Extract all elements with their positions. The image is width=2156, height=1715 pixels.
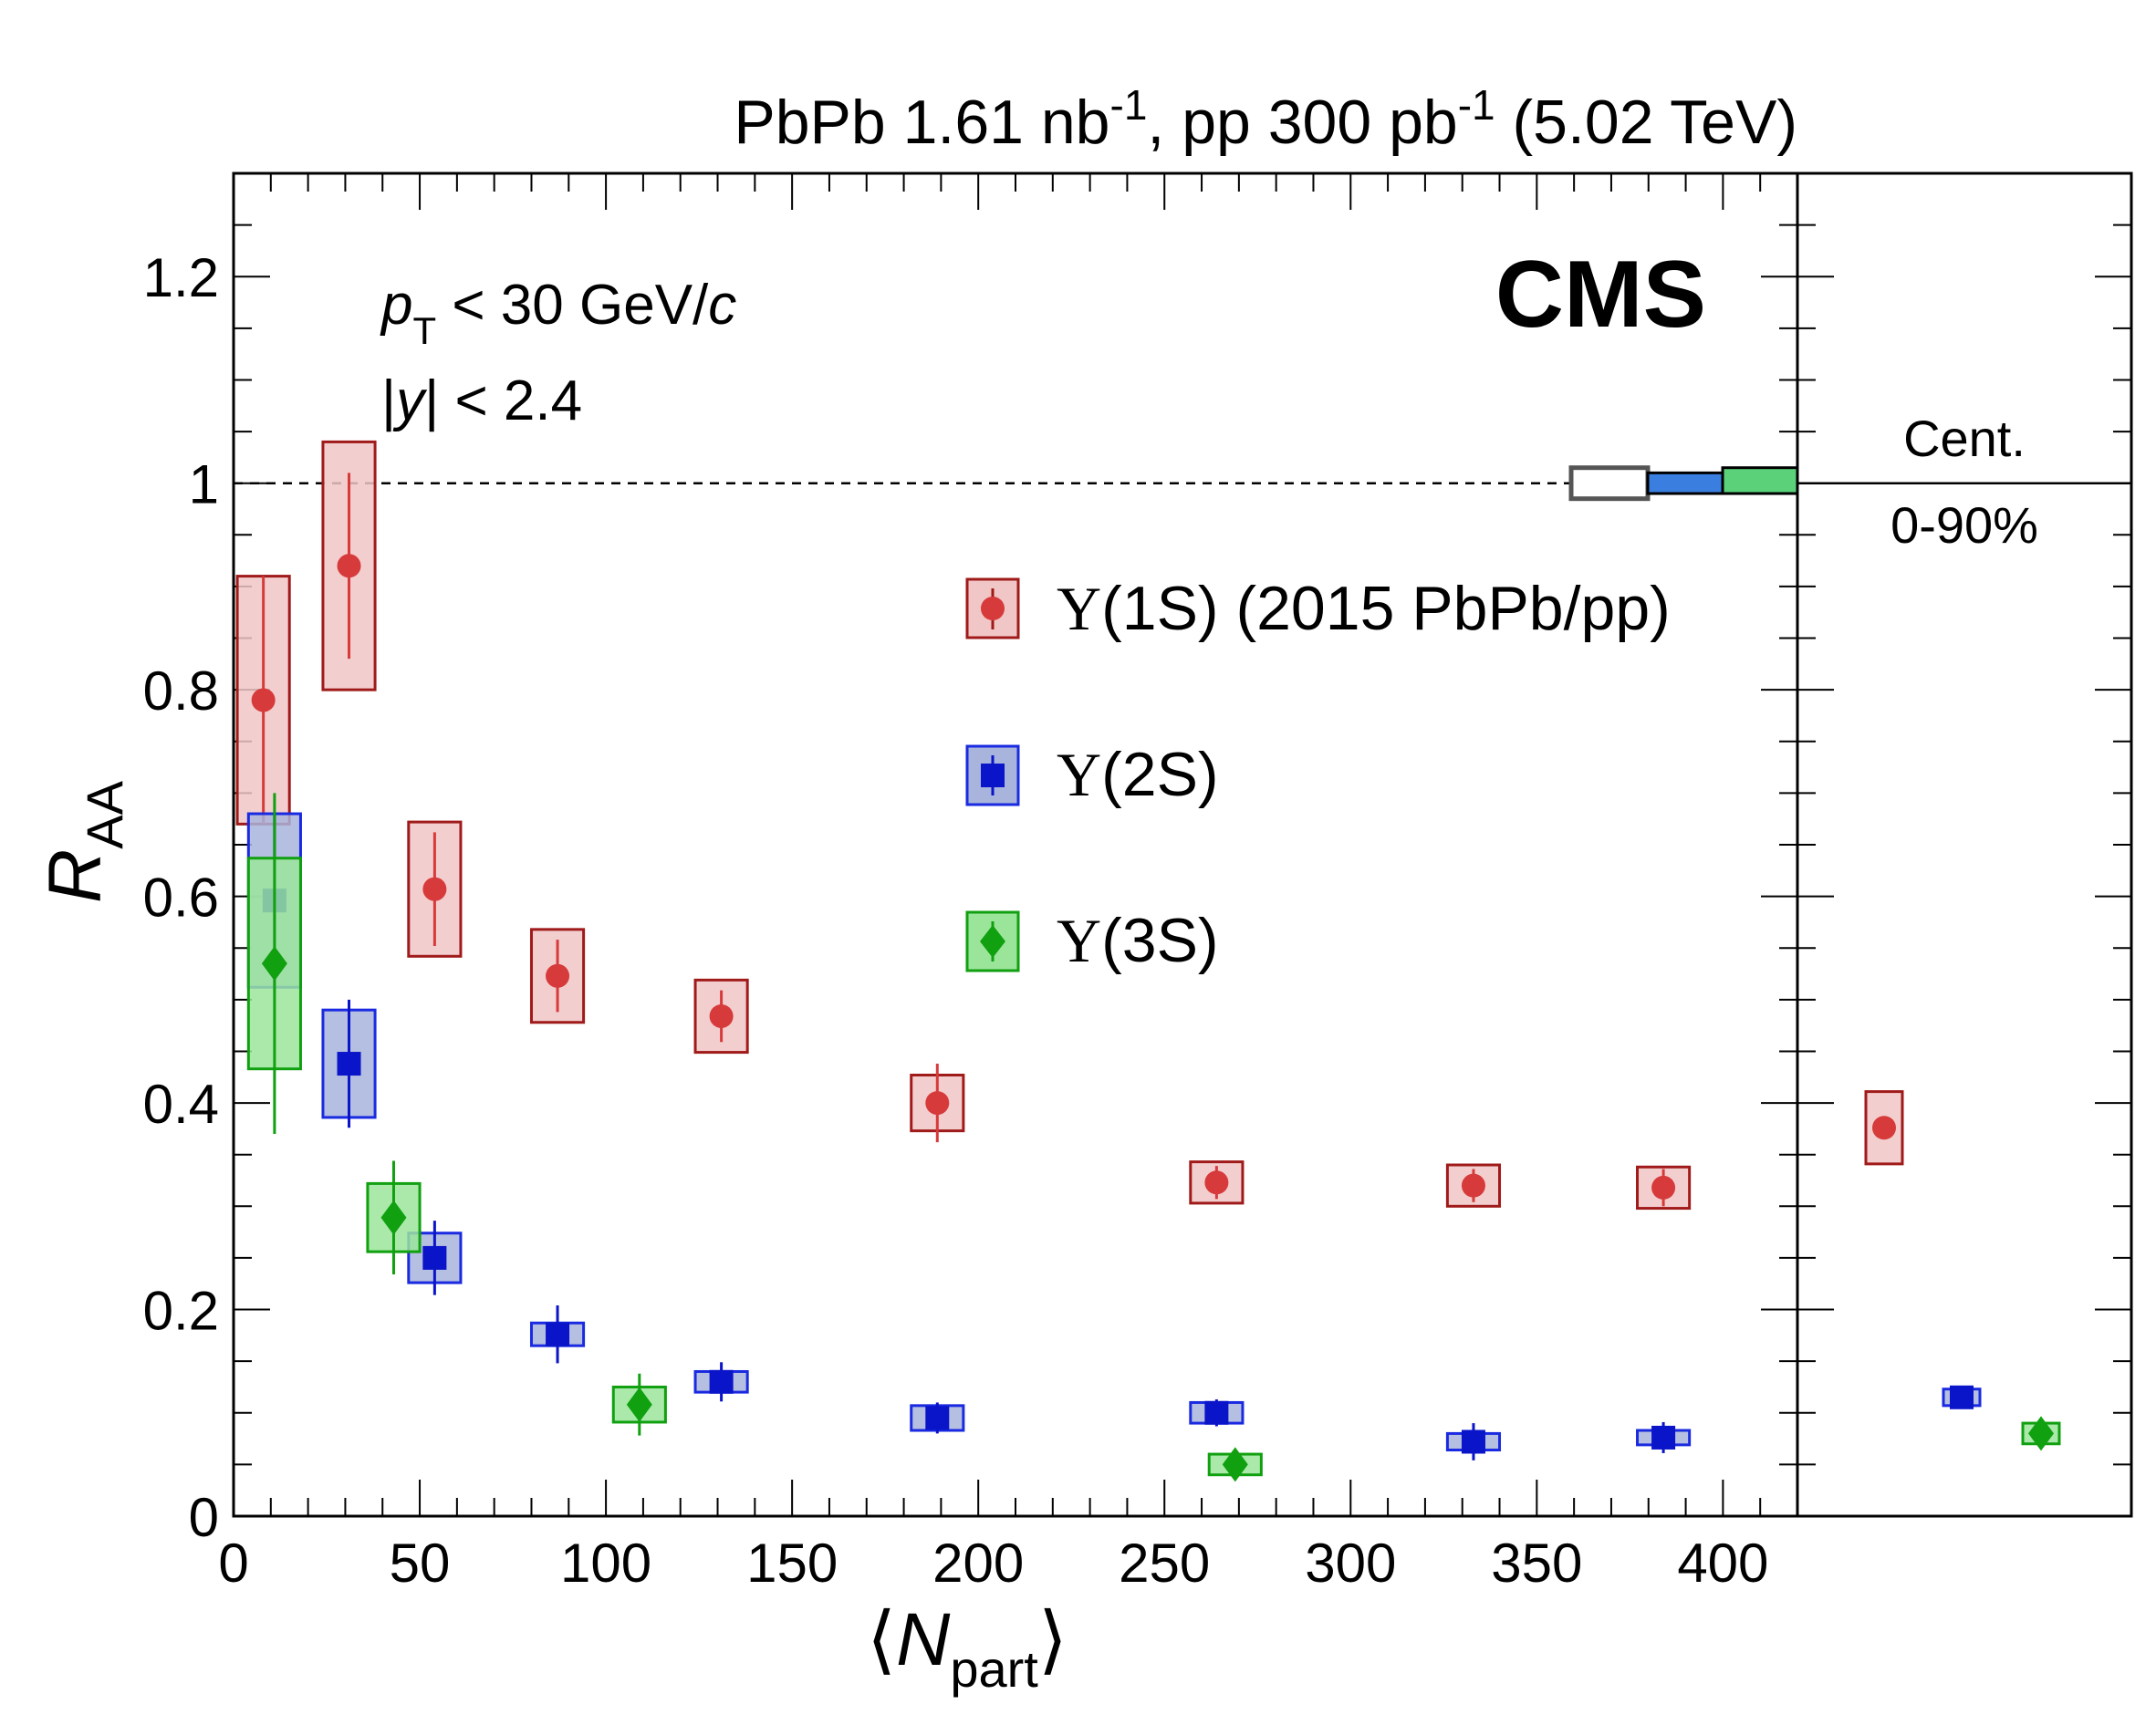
y-axis-label: RAA	[34, 780, 133, 903]
legend-2s-text: (2S)	[1101, 740, 1218, 809]
legend-entry-1s: Υ(1S) (2015 PbPb/pp)	[965, 574, 1671, 643]
x-tick-label: 100	[560, 1533, 651, 1594]
upsilon-1s-integrated-marker	[1872, 1116, 1896, 1140]
legend-3s-upsilon: Υ	[1057, 906, 1101, 975]
experiment-label: CMS	[1495, 242, 1706, 348]
pt-rest: < 30 GeV/	[436, 274, 709, 337]
title-part-a-sup: -1	[1110, 81, 1148, 129]
upsilon-1s-point-marker	[422, 877, 447, 901]
legend-1s-marker	[981, 597, 1005, 620]
upsilon-2s-integrated-marker	[1950, 1385, 1974, 1409]
upsilon-3s-point-marker	[626, 1387, 652, 1422]
upsilon-3s-point-marker	[380, 1200, 407, 1235]
upsilon-1s-point-marker	[337, 554, 361, 578]
legend-2s-upsilon: Υ	[1057, 740, 1101, 809]
x-tick-label: 150	[746, 1533, 838, 1594]
y-tick-label: 0.6	[143, 868, 219, 929]
pt-cut-label: pT < 30 GeV/c	[380, 274, 736, 352]
y-tick-label: 0.4	[143, 1074, 219, 1135]
upsilon-1s-point-marker	[546, 963, 570, 988]
legend-2s-label: Υ(2S)	[1057, 740, 1219, 809]
data-layer	[235, 440, 2061, 1482]
y-tick-label: 1	[189, 454, 219, 515]
upsilon-2s-point-marker	[422, 1245, 447, 1270]
x-tick-label: 200	[932, 1533, 1024, 1594]
legend-1s-upsilon: Υ	[1057, 574, 1101, 643]
upsilon-1s-point-marker	[251, 688, 276, 712]
x-axis-label: ⟨Npart⟩	[867, 1598, 1068, 1698]
rapidity-symbol: y	[392, 369, 428, 432]
rapidity-rest: | < 2.4	[424, 369, 582, 432]
side-plot-frame	[1796, 172, 2133, 1518]
global-uncertainty-box	[1568, 465, 1651, 502]
y-axis-label-main: R	[34, 849, 117, 903]
title-part-b: , pp 300 pb	[1147, 88, 1457, 157]
upsilon-2s-point-marker	[546, 1322, 570, 1346]
x-tick-label: 50	[390, 1533, 451, 1594]
legend-3s-marker	[980, 925, 1005, 958]
upsilon-2s-point-marker	[337, 1052, 361, 1076]
side-panel-label-range: 0-90%	[1890, 496, 2038, 554]
upsilon-1s-point-marker	[709, 1003, 734, 1028]
upsilon-2s-point-marker	[925, 1406, 950, 1430]
y-tick-label: 0.8	[143, 660, 219, 722]
side-panel-label-cent: Cent.	[1903, 410, 2026, 467]
chart-title: PbPb 1.61 nb-1, pp 300 pb-1 (5.02 TeV)	[734, 81, 1797, 157]
x-axis-label-main: N	[896, 1598, 951, 1681]
pt-c: c	[708, 274, 736, 337]
upsilon-2s-point-marker	[1651, 1425, 1676, 1450]
global-uncertainty-box	[1721, 466, 1799, 495]
upsilon-2s-point-marker	[709, 1369, 734, 1394]
upsilon-1s-point-marker	[1204, 1170, 1229, 1195]
upsilon-3s-point-marker	[261, 946, 287, 982]
y-tick-label: 1.2	[143, 247, 219, 308]
y-axis-label-sub: AA	[76, 780, 133, 848]
pt-subscript: T	[412, 309, 436, 352]
upsilon-1s-point-marker	[1461, 1173, 1485, 1198]
y-tick-label: 0.2	[143, 1281, 219, 1342]
legend-entry-2s: Υ(2S)	[965, 740, 1219, 809]
legend-1s-label: Υ(1S) (2015 PbPb/pp)	[1057, 574, 1671, 643]
legend-1s-text: (1S) (2015 PbPb/pp)	[1101, 574, 1671, 643]
rapidity-cut-label: |y| < 2.4	[381, 369, 582, 432]
upsilon-3s-integrated-marker	[2028, 1416, 2054, 1451]
x-tick-label: 0	[218, 1533, 248, 1594]
upsilon-2s-point-marker	[1461, 1429, 1485, 1454]
x-tick-label: 350	[1491, 1533, 1582, 1594]
upsilon-1s-point-marker	[925, 1091, 950, 1116]
title-part-c: (5.02 TeV)	[1495, 88, 1797, 157]
global-uncertainty-box	[1646, 471, 1724, 495]
upsilon-1s-point-marker	[1651, 1175, 1676, 1200]
axes-layer: 0 50 100 150 200 250 300 350 400 0 0.2 0.4 0.6 0.8 1 1.…	[143, 172, 2131, 1594]
legend-3s-text: (3S)	[1101, 906, 1218, 975]
legend-2s-marker	[981, 764, 1005, 787]
legend-entry-3s: Υ(3S)	[965, 906, 1219, 975]
x-axis-bracket-right: ⟩	[1038, 1598, 1068, 1681]
pt-symbol: p	[380, 274, 412, 337]
legend-3s-label: Υ(3S)	[1057, 906, 1219, 975]
y-tick-label: 0	[189, 1487, 219, 1548]
title-part-a: PbPb 1.61 nb	[734, 88, 1109, 157]
upsilon-3s-point-marker	[1222, 1447, 1248, 1482]
x-tick-label: 250	[1119, 1533, 1210, 1594]
title-part-b-sup: -1	[1458, 81, 1495, 129]
rapidity-bar-left: |	[381, 369, 396, 432]
x-axis-bracket-left: ⟨	[867, 1598, 896, 1681]
x-tick-label: 300	[1305, 1533, 1396, 1594]
legend: Υ(1S) (2015 PbPb/pp) Υ(2S) Υ(3S)	[965, 574, 1671, 975]
upsilon-2s-point-marker	[1204, 1400, 1229, 1425]
x-tick-label: 400	[1677, 1533, 1768, 1594]
x-axis-label-sub: part	[950, 1640, 1038, 1698]
